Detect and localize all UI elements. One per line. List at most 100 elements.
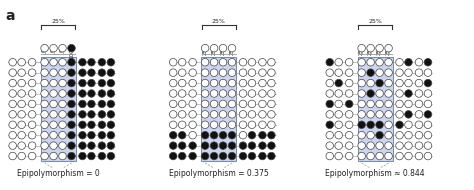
Circle shape: [50, 111, 57, 118]
Circle shape: [79, 79, 86, 87]
Circle shape: [68, 90, 75, 97]
Circle shape: [268, 152, 275, 160]
Circle shape: [189, 100, 196, 108]
Circle shape: [415, 79, 423, 87]
Circle shape: [201, 59, 209, 66]
Circle shape: [189, 79, 196, 87]
Text: 25%: 25%: [229, 43, 235, 55]
Circle shape: [41, 152, 48, 160]
Circle shape: [367, 111, 374, 118]
Circle shape: [189, 131, 196, 139]
Circle shape: [346, 131, 353, 139]
Circle shape: [201, 121, 209, 129]
Circle shape: [239, 79, 247, 87]
Circle shape: [210, 131, 218, 139]
Circle shape: [248, 100, 256, 108]
Circle shape: [28, 131, 36, 139]
Circle shape: [88, 90, 95, 97]
Circle shape: [396, 142, 403, 149]
Circle shape: [228, 44, 236, 52]
Circle shape: [210, 152, 218, 160]
Circle shape: [219, 111, 227, 118]
Circle shape: [88, 142, 95, 149]
Circle shape: [169, 90, 177, 97]
Circle shape: [358, 100, 365, 108]
Circle shape: [248, 69, 256, 76]
Circle shape: [396, 121, 403, 129]
Circle shape: [201, 100, 209, 108]
Circle shape: [228, 152, 236, 160]
Circle shape: [41, 100, 48, 108]
Circle shape: [405, 152, 412, 160]
Circle shape: [259, 59, 266, 66]
Circle shape: [41, 69, 48, 76]
Circle shape: [98, 59, 106, 66]
Circle shape: [385, 59, 392, 66]
Circle shape: [248, 131, 256, 139]
Circle shape: [210, 142, 218, 149]
Circle shape: [210, 111, 218, 118]
Circle shape: [358, 79, 365, 87]
Circle shape: [219, 44, 227, 52]
Circle shape: [335, 131, 343, 139]
Circle shape: [79, 121, 86, 129]
Circle shape: [367, 131, 374, 139]
Circle shape: [18, 100, 26, 108]
Circle shape: [178, 152, 186, 160]
Circle shape: [358, 152, 365, 160]
Circle shape: [367, 69, 374, 76]
Circle shape: [358, 44, 365, 52]
Circle shape: [239, 111, 247, 118]
Circle shape: [376, 100, 383, 108]
Circle shape: [248, 121, 256, 129]
Text: 25%: 25%: [202, 43, 208, 55]
Circle shape: [68, 152, 75, 160]
Circle shape: [68, 44, 75, 52]
Text: 25%: 25%: [51, 19, 65, 24]
Circle shape: [385, 142, 392, 149]
Circle shape: [169, 142, 177, 149]
Circle shape: [405, 100, 412, 108]
Circle shape: [68, 142, 75, 149]
Circle shape: [9, 69, 17, 76]
Circle shape: [326, 59, 334, 66]
Circle shape: [210, 100, 218, 108]
Circle shape: [9, 90, 17, 97]
Circle shape: [415, 111, 423, 118]
Circle shape: [18, 142, 26, 149]
Circle shape: [358, 111, 365, 118]
Circle shape: [88, 59, 95, 66]
Circle shape: [396, 90, 403, 97]
Circle shape: [335, 100, 343, 108]
Circle shape: [268, 79, 275, 87]
Circle shape: [98, 152, 106, 160]
Text: 0%: 0%: [60, 43, 65, 51]
Circle shape: [169, 69, 177, 76]
Circle shape: [88, 121, 95, 129]
Circle shape: [28, 69, 36, 76]
Circle shape: [210, 121, 218, 129]
Circle shape: [59, 121, 66, 129]
FancyBboxPatch shape: [201, 57, 236, 161]
Circle shape: [107, 121, 115, 129]
Circle shape: [335, 152, 343, 160]
Circle shape: [219, 121, 227, 129]
Circle shape: [239, 121, 247, 129]
Text: 25%: 25%: [386, 43, 391, 55]
Circle shape: [9, 131, 17, 139]
Text: 25%: 25%: [377, 43, 382, 55]
Circle shape: [28, 152, 36, 160]
Circle shape: [346, 111, 353, 118]
Circle shape: [50, 69, 57, 76]
Circle shape: [41, 131, 48, 139]
Circle shape: [9, 121, 17, 129]
Circle shape: [259, 79, 266, 87]
Circle shape: [18, 121, 26, 129]
Circle shape: [98, 142, 106, 149]
Circle shape: [415, 90, 423, 97]
Circle shape: [107, 59, 115, 66]
Circle shape: [346, 90, 353, 97]
Circle shape: [268, 131, 275, 139]
Circle shape: [228, 59, 236, 66]
Circle shape: [178, 100, 186, 108]
